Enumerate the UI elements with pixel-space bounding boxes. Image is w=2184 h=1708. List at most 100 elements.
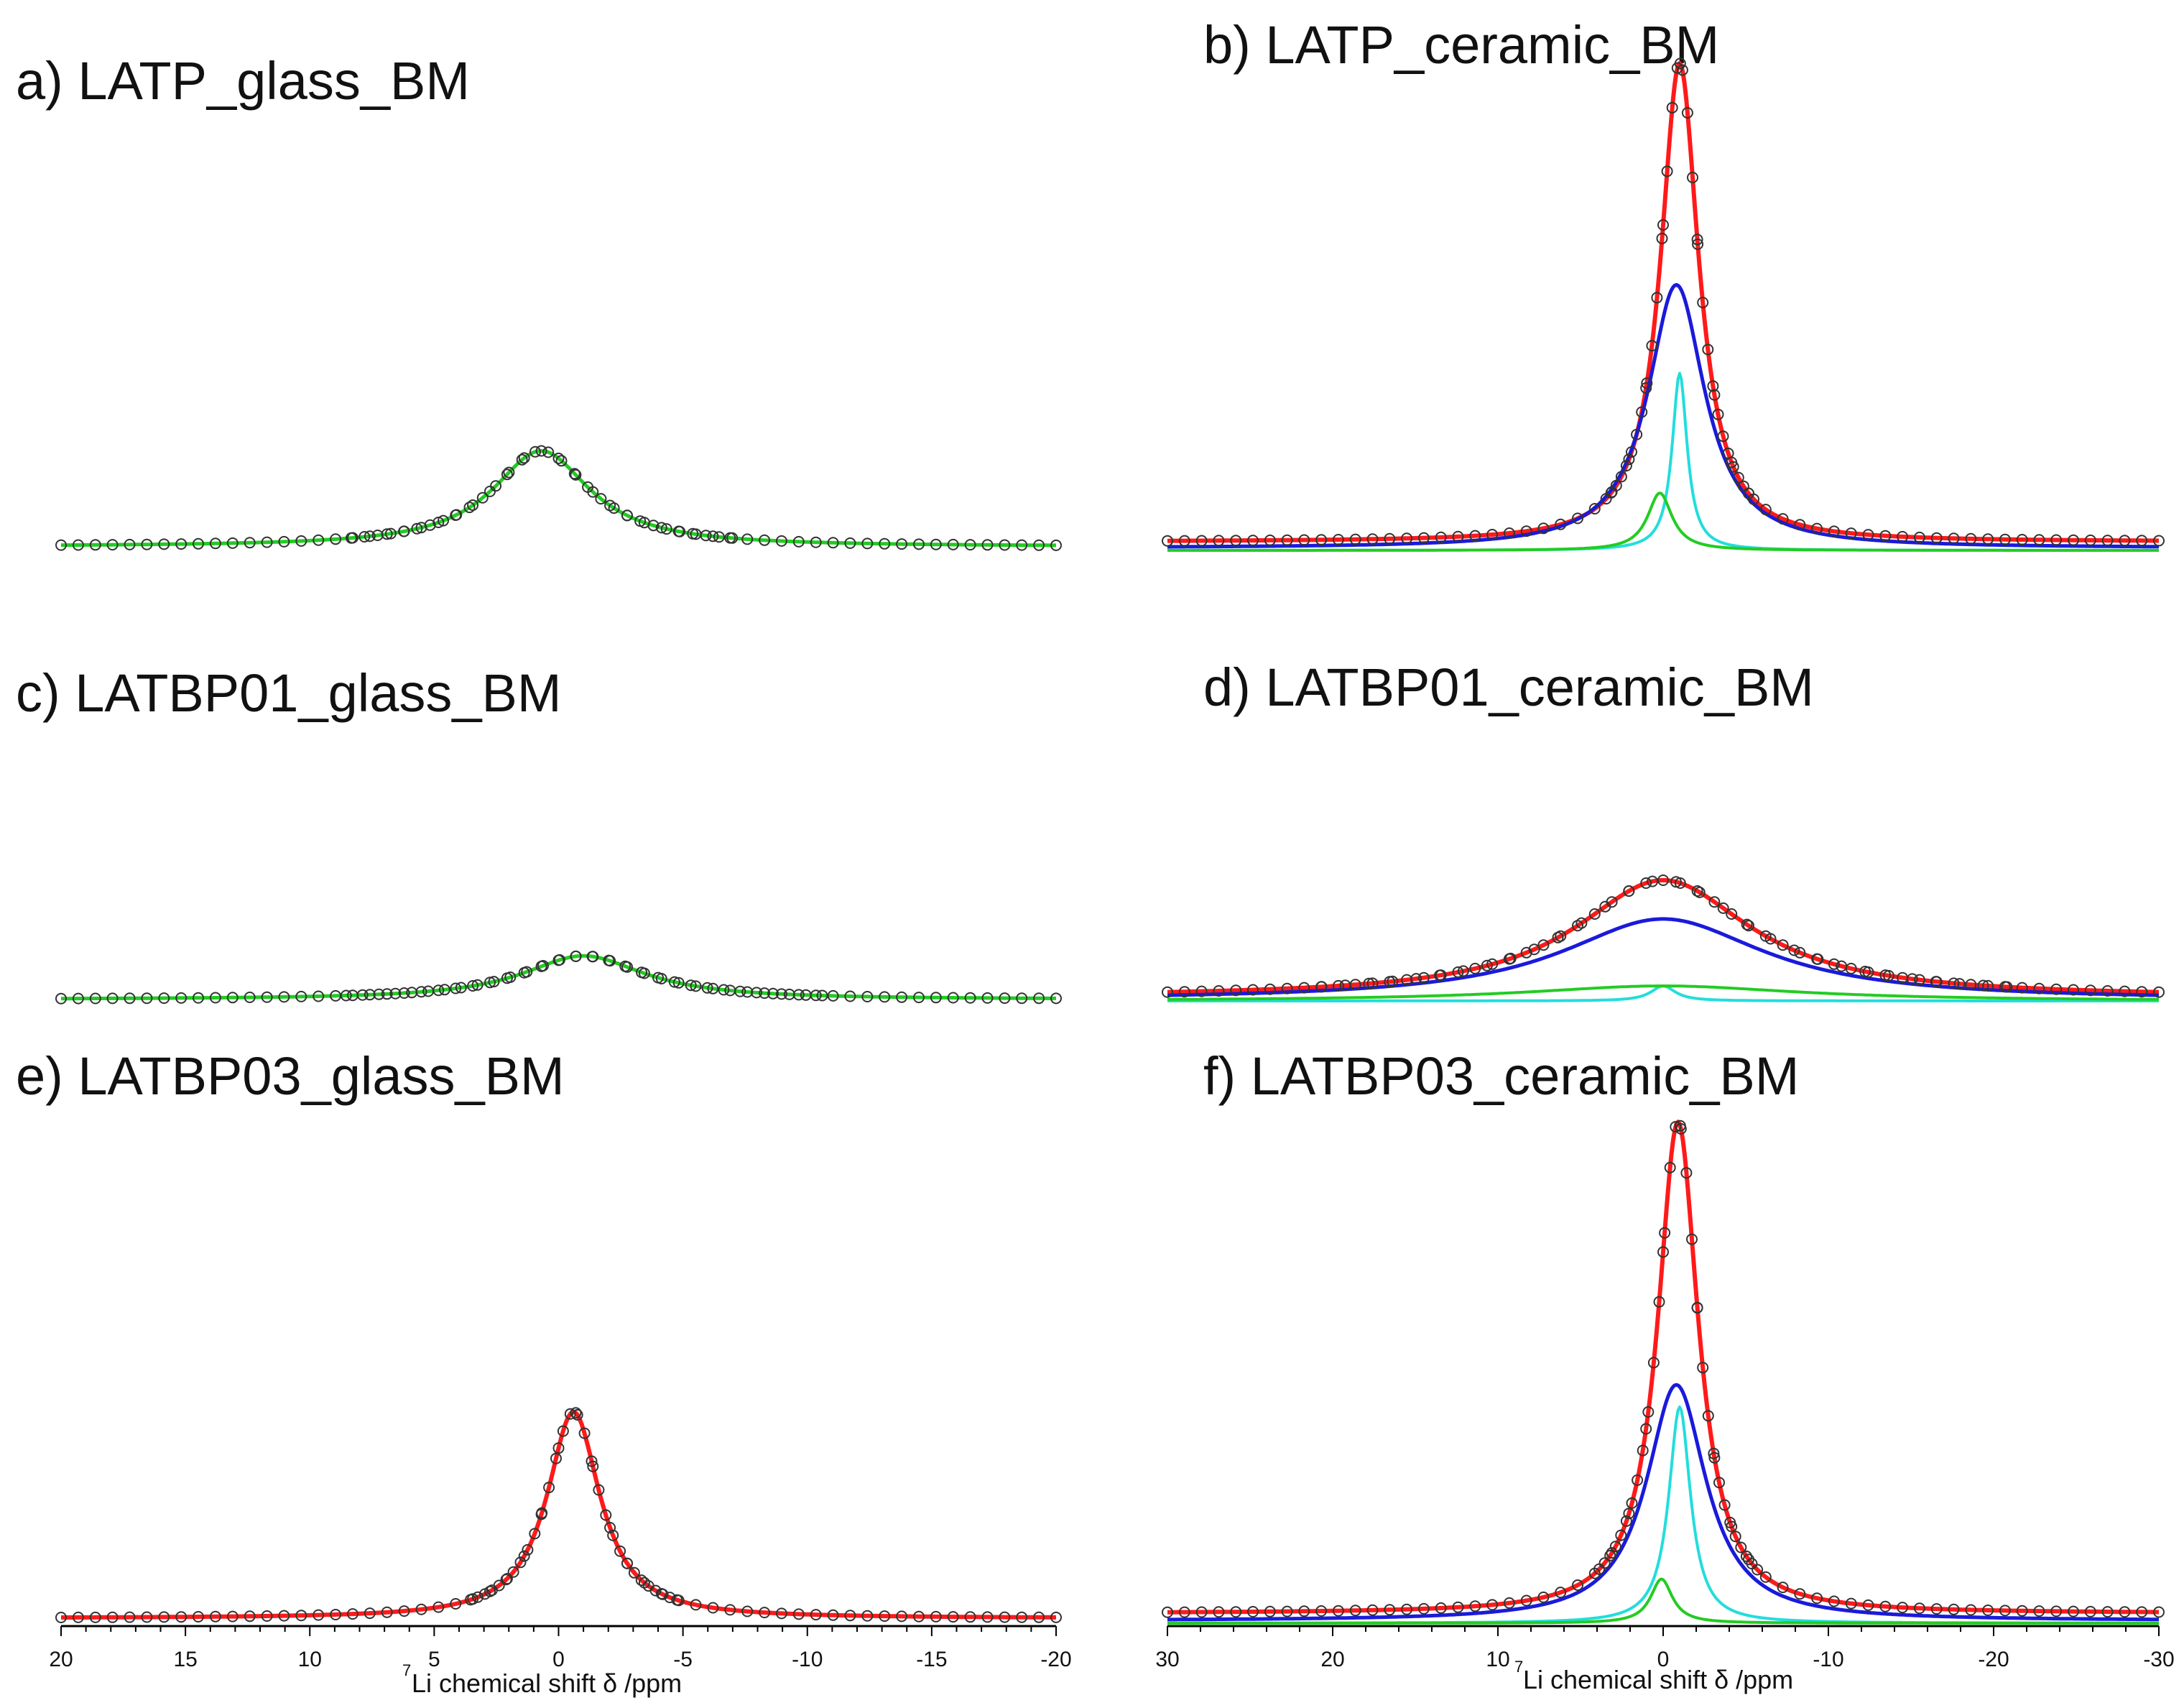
panel-c-data-point — [964, 992, 976, 1004]
panel-d-data-point — [1213, 985, 1225, 997]
panel-e-data-point — [741, 1605, 754, 1617]
panel-f-data-point — [1555, 1587, 1567, 1599]
panel-a-data-point — [999, 539, 1011, 551]
panel-d-data-point — [1708, 896, 1721, 908]
panel-a-data-point — [759, 534, 771, 546]
panel-d-data-point — [1977, 979, 1989, 992]
panel-a-data-point — [295, 535, 307, 547]
panel-a-data-point — [700, 530, 712, 542]
panel-a-data-point — [1050, 539, 1062, 551]
panel-d-data-point — [1363, 977, 1375, 989]
panel-c-data-point — [775, 988, 787, 1000]
panel-c-data-point — [707, 982, 719, 994]
panel-f-data-point — [1647, 1357, 1660, 1369]
panel-f-data-point — [1752, 1564, 1764, 1576]
panel-c-data-point — [124, 992, 136, 1005]
panel-f-data-point — [1659, 1227, 1671, 1239]
panel-d-data-point — [1640, 877, 1652, 889]
panel-b-data-point — [1349, 533, 1361, 545]
panel-e-data-point — [89, 1611, 101, 1623]
panel-a-data-point — [981, 539, 994, 551]
panel-d-data-point — [2101, 985, 2114, 997]
panel-b-data-point — [1794, 519, 1806, 531]
panel-c-data-point — [685, 979, 697, 992]
panel-f-data-point — [1982, 1605, 1994, 1616]
panel-c-data-point — [759, 987, 771, 1000]
panel-d-data-point — [1647, 875, 1659, 887]
panel-e-data-point — [529, 1528, 541, 1540]
panel-a-data-point — [879, 537, 891, 550]
panel-b-data-point — [1572, 512, 1583, 525]
panel-c-data-point — [398, 987, 410, 999]
panel-c-data-point — [488, 976, 500, 988]
panel-c-data-point — [261, 991, 273, 1003]
panel-d-data-point — [1332, 979, 1344, 992]
panel-a-data-point — [358, 531, 371, 543]
panel-c-data-point — [141, 992, 153, 1005]
panel-d-data-point — [1674, 877, 1686, 889]
panel-b-data-point — [1828, 525, 1840, 537]
panel-f-data-point — [1332, 1605, 1344, 1617]
panel-d-data-point — [2033, 982, 2045, 994]
panel-f-data-point — [1965, 1604, 1977, 1616]
panel-b-data-point — [1636, 406, 1648, 418]
panel-b-data-point — [1315, 534, 1328, 546]
panel-e-data-point — [158, 1611, 170, 1623]
panel-d-data-point — [1913, 974, 1925, 986]
panel-d-data-point — [1247, 984, 1259, 996]
panel-e-data-point — [930, 1610, 942, 1622]
panel-a-data-point — [647, 520, 660, 532]
panel-e-data-point — [244, 1610, 256, 1622]
panel-b-data-point — [1862, 529, 1874, 541]
panel-e-data-point — [1033, 1611, 1045, 1623]
panel-b-data-point — [1666, 101, 1678, 114]
panel-b-title: b) LATP_ceramic_BM — [1203, 15, 1719, 75]
panel-c-data-point — [340, 989, 352, 1002]
panel-f-data-point — [1691, 1302, 1703, 1314]
panel-f-data-point — [1930, 1603, 1943, 1615]
panel-c-data-point — [209, 992, 221, 1004]
panel-f-data-point — [1794, 1588, 1806, 1600]
panel-c-data-point — [655, 973, 667, 984]
panel-e-data-point — [209, 1610, 221, 1622]
panel-b-data-point — [1702, 343, 1714, 356]
panel-f-data-point — [1637, 1444, 1649, 1457]
panel-f-data-point — [1606, 1547, 1618, 1559]
panel-b-data-point — [1435, 531, 1447, 543]
panel-b-data-point — [1691, 234, 1703, 246]
panel-c-data-point — [415, 986, 427, 998]
panel-e-curve-fit — [60, 1409, 1057, 1620]
panel-c-data-point — [861, 991, 874, 1002]
panel-f-data-point — [1642, 1406, 1655, 1418]
panel-d-data-point — [1788, 944, 1800, 956]
panel-d-data-point — [1264, 983, 1276, 995]
panel-d-data-point — [1417, 971, 1430, 984]
panel-b-data-point — [1674, 57, 1686, 70]
panel-d-data-point — [1504, 952, 1517, 964]
panel-a-data-point — [674, 525, 686, 537]
panel-a-data-point — [490, 480, 502, 492]
panel-b-data-point — [1692, 238, 1704, 250]
panel-a-data-point — [330, 533, 342, 545]
panel-d-data-point — [1743, 920, 1754, 932]
panel-c-data-point — [981, 992, 994, 1004]
panel-f-data-point — [1623, 1508, 1635, 1520]
panel-d-data-point — [1930, 976, 1943, 988]
panel-f-data-point — [1697, 1362, 1709, 1374]
x-axis-title: Li chemical shift δ /ppm — [1523, 1665, 1793, 1694]
panel-c-title: c) LATBP01_glass_BM — [16, 663, 562, 723]
panel-e-data-point — [604, 1522, 616, 1533]
panel-e-data-point — [981, 1611, 994, 1623]
panel-a-data-point — [364, 530, 376, 543]
panel-a-data-point — [707, 530, 719, 543]
panel-e-data-point — [346, 1608, 358, 1620]
panel-e-data-point — [536, 1507, 548, 1519]
panel-c-data-point — [389, 987, 402, 1000]
panel-b-data-point — [1555, 518, 1567, 530]
panel-f-data-point — [1718, 1499, 1731, 1511]
panel-c-data-point — [672, 977, 685, 989]
panel-e-data-point — [330, 1609, 342, 1620]
panel-e-data-point — [810, 1609, 822, 1621]
panel-b-data-point — [1732, 471, 1744, 484]
